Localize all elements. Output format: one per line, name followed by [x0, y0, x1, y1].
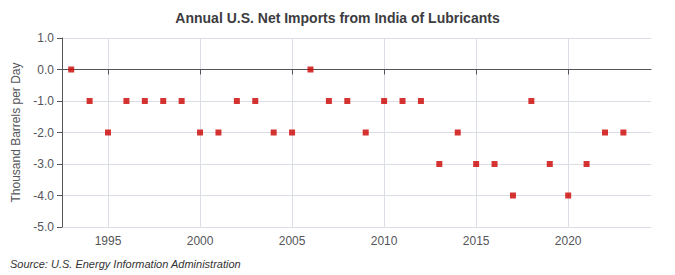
- svg-text:Thousand Barrels per Day: Thousand Barrels per Day: [9, 62, 23, 202]
- svg-text:2010: 2010: [371, 234, 398, 248]
- svg-text:-4.0: -4.0: [33, 189, 54, 203]
- svg-text:Annual U.S. Net Imports from I: Annual U.S. Net Imports from India of Lu…: [175, 10, 500, 26]
- svg-text:1995: 1995: [95, 234, 122, 248]
- svg-text:2020: 2020: [555, 234, 582, 248]
- svg-text:-3.0: -3.0: [33, 157, 54, 171]
- svg-text:2000: 2000: [187, 234, 214, 248]
- svg-text:-5.0: -5.0: [33, 220, 54, 234]
- svg-text:0.0: 0.0: [37, 63, 54, 77]
- svg-text:2015: 2015: [463, 234, 490, 248]
- svg-text:-1.0: -1.0: [33, 94, 54, 108]
- svg-text:Source: U.S. Energy Informatio: Source: U.S. Energy Information Administ…: [10, 258, 241, 270]
- svg-text:-2.0: -2.0: [33, 126, 54, 140]
- svg-text:2005: 2005: [279, 234, 306, 248]
- svg-text:1.0: 1.0: [37, 31, 54, 45]
